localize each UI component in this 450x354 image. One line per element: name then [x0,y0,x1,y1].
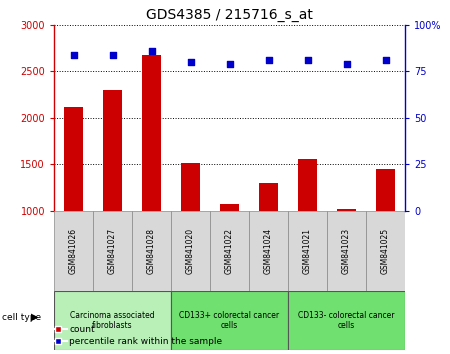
Bar [54,291,171,350]
Bar [259,183,278,211]
Text: GSM841022: GSM841022 [225,228,234,274]
Bar [298,159,317,211]
Bar [327,211,366,291]
Bar [54,211,93,291]
Bar [366,211,405,291]
Text: GSM841027: GSM841027 [108,228,117,274]
Text: GSM841024: GSM841024 [264,228,273,274]
Bar [64,107,83,211]
Bar [220,204,239,211]
Point [109,52,116,57]
Bar [249,211,288,291]
Bar [93,211,132,291]
Text: CD133+ colorectal cancer
cells: CD133+ colorectal cancer cells [180,311,279,330]
Point [343,61,350,67]
Bar [103,90,122,211]
Bar [337,209,356,211]
Bar [210,211,249,291]
Text: CD133- colorectal cancer
cells: CD133- colorectal cancer cells [298,311,395,330]
Text: GSM841025: GSM841025 [381,228,390,274]
Point [148,48,155,54]
Bar [171,291,288,350]
Text: GSM841020: GSM841020 [186,228,195,274]
Text: GSM841028: GSM841028 [147,228,156,274]
Point [304,57,311,63]
Text: GSM841026: GSM841026 [69,228,78,274]
Bar [288,291,405,350]
Bar [288,211,327,291]
Point [187,59,194,65]
Point [265,57,272,63]
Bar [142,55,161,211]
Legend: count, percentile rank within the sample: count, percentile rank within the sample [45,321,226,349]
Bar [376,169,395,211]
Bar [181,164,200,211]
Bar [132,211,171,291]
Text: Carcinoma associated
fibroblasts: Carcinoma associated fibroblasts [70,311,155,330]
Title: GDS4385 / 215716_s_at: GDS4385 / 215716_s_at [146,8,313,22]
Text: GSM841023: GSM841023 [342,228,351,274]
Text: ▶: ▶ [31,312,38,322]
Point [70,52,77,57]
Bar [171,211,210,291]
Point [226,61,233,67]
Point [382,57,389,63]
Text: GSM841021: GSM841021 [303,228,312,274]
Text: cell type: cell type [2,313,41,321]
